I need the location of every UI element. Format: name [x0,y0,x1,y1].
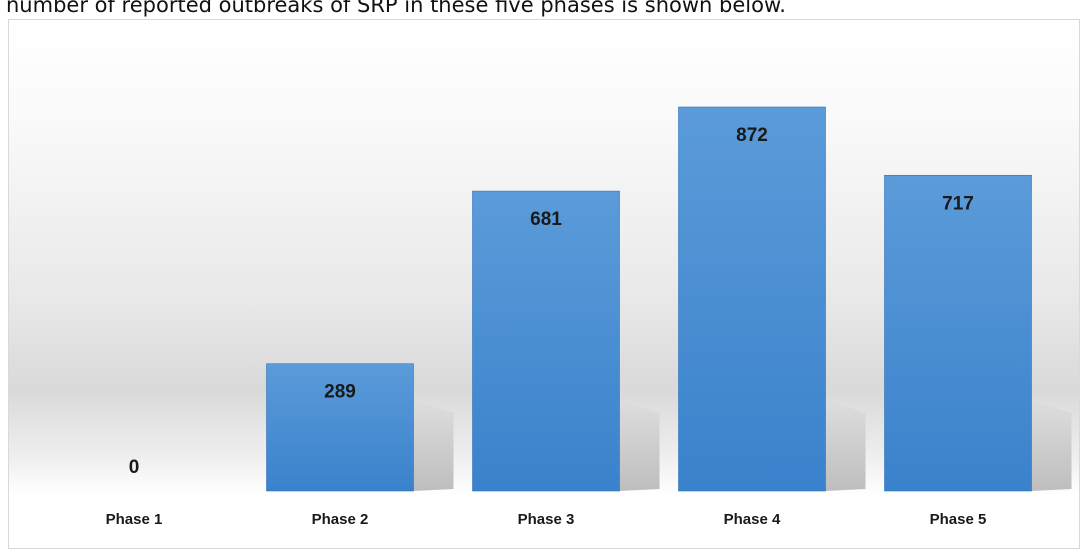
bar-phase-3 [472,190,620,492]
data-label-phase-5: 717 [942,193,974,214]
bar-shadow [825,401,866,491]
intro-text: number of reported outbreaks of SRP in t… [6,0,786,17]
data-label-phase-3: 681 [530,209,562,230]
bar-phase-4 [678,106,826,492]
bar-phase-5 [884,174,1032,492]
bar-phase-2 [266,363,414,492]
category-label-phase-5: Phase 5 [930,511,987,528]
bars-group [266,106,1032,492]
data-label-phase-2: 289 [324,382,356,403]
bar-shadow [1031,401,1072,491]
data-label-phase-4: 872 [736,125,768,146]
data-label-phase-1: 0 [129,457,140,478]
category-label-phase-3: Phase 3 [518,511,575,528]
category-label-phase-1: Phase 1 [106,511,163,528]
data-labels-group: 0 289 681 872 717 [129,125,974,478]
category-labels-group: Phase 1 Phase 2 Phase 3 Phase 4 Phase 5 [106,511,987,528]
category-label-phase-4: Phase 4 [724,511,781,528]
bar-shadows [413,401,1072,491]
bar-shadow [413,401,454,491]
bar-shadow [619,401,660,491]
chart-frame: 0 289 681 872 717 Phase 1 Phase 2 Phase 3 Phase… [8,19,1080,549]
category-label-phase-2: Phase 2 [312,511,369,528]
